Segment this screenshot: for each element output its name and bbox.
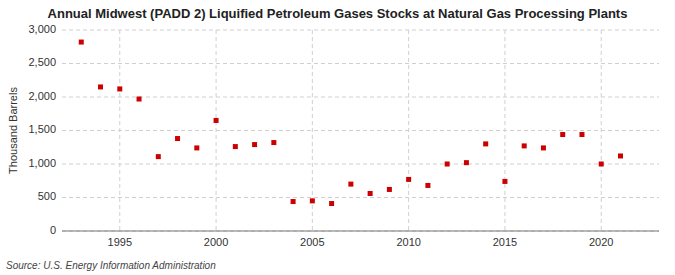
- point: [98, 84, 103, 89]
- point: [310, 198, 315, 203]
- point: [214, 118, 219, 123]
- x-grid-line: [216, 30, 217, 231]
- point: [387, 187, 392, 192]
- x-tick-label: 2005: [300, 236, 324, 248]
- point: [599, 162, 604, 167]
- point: [464, 160, 469, 165]
- y-grid-line: [62, 197, 659, 198]
- point: [406, 177, 411, 182]
- tick-labels: 0 500 1,000 1,500 2,000 2,500 3,000 1995 2000 200…: [28, 23, 613, 248]
- x-tick-label: 2015: [493, 236, 517, 248]
- chart: 0 500 1,000 1,500 2,000 2,500 3,000 1995 2000 200…: [0, 0, 675, 275]
- point: [117, 86, 122, 91]
- point: [252, 142, 257, 147]
- point: [425, 183, 430, 188]
- point: [175, 136, 180, 141]
- x-grid-line: [504, 30, 505, 231]
- y-tick-label: 1,500: [28, 123, 56, 135]
- point: [329, 201, 334, 206]
- x-tick-label: 2020: [589, 236, 613, 248]
- point: [445, 162, 450, 167]
- point: [522, 143, 527, 148]
- point: [579, 132, 584, 137]
- point: [291, 199, 296, 204]
- point: [368, 191, 373, 196]
- x-grid-line: [601, 30, 602, 231]
- point: [79, 40, 84, 45]
- x-tick-label: 2010: [396, 236, 420, 248]
- x-grid-line: [408, 30, 409, 231]
- point: [233, 144, 238, 149]
- y-tick-label: 1,000: [28, 157, 56, 169]
- grid: [62, 30, 659, 231]
- y-grid-line: [62, 164, 659, 165]
- y-grid-line: [62, 130, 659, 131]
- point: [348, 182, 353, 187]
- point: [483, 141, 488, 146]
- point: [271, 140, 276, 145]
- point: [137, 97, 142, 102]
- y-axis-label: Thousand Barrels: [7, 87, 19, 174]
- y-grid-line: [62, 63, 659, 64]
- point: [194, 145, 199, 150]
- y-tick-label: 500: [38, 190, 56, 202]
- y-grid-line: [62, 30, 659, 31]
- point: [502, 179, 507, 184]
- title: Annual Midwest (PADD 2) Liquified Petrol…: [48, 6, 628, 21]
- y-tick-label: 2,000: [28, 90, 56, 102]
- y-tick-label: 3,000: [28, 23, 56, 35]
- points: [79, 40, 623, 206]
- point: [618, 153, 623, 158]
- point: [541, 145, 546, 150]
- x-tick-label: 1995: [108, 236, 132, 248]
- x-grid-line: [119, 30, 120, 231]
- source: Source: U.S. Energy Information Administ…: [6, 260, 216, 271]
- x-axis-line: [62, 231, 659, 232]
- point: [156, 154, 161, 159]
- x-tick-label: 2000: [204, 236, 228, 248]
- y-tick-label: 0: [50, 224, 56, 236]
- y-grid-line: [62, 231, 659, 232]
- point: [560, 132, 565, 137]
- y-tick-label: 2,500: [28, 56, 56, 68]
- y-grid-line: [62, 97, 659, 98]
